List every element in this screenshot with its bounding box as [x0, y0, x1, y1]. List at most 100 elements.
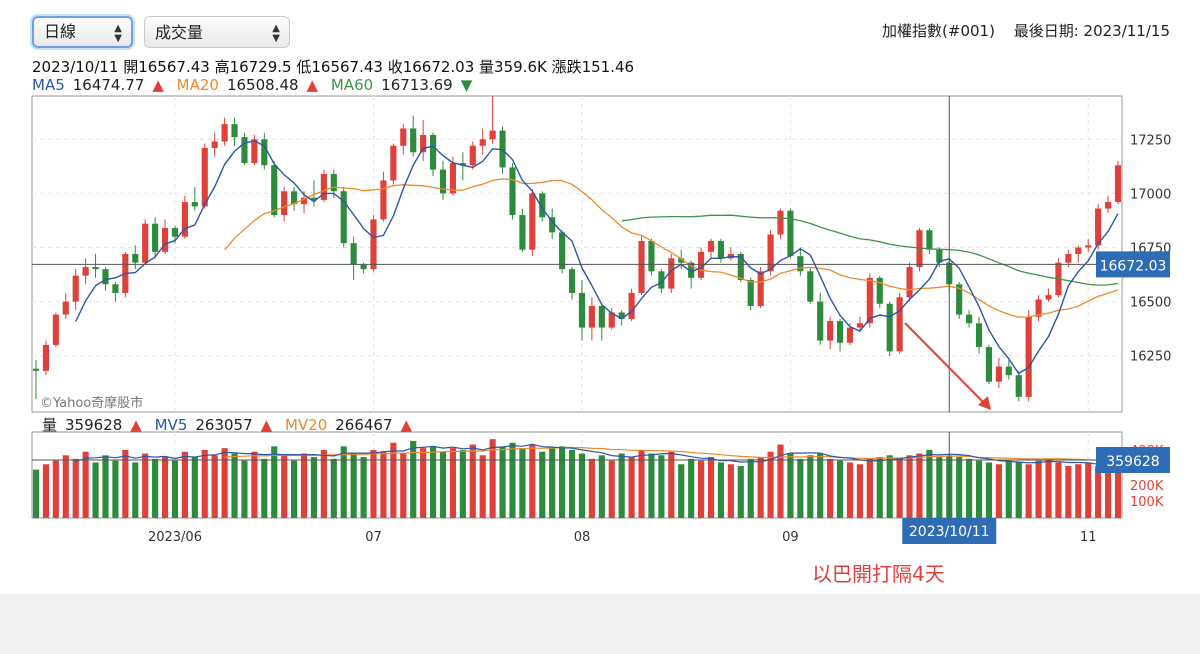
volume-panel-frame — [31, 431, 1123, 519]
candle-body — [261, 139, 268, 166]
candle-body — [737, 254, 744, 280]
x-tick-label: 09 — [782, 530, 799, 545]
volume-bar — [995, 464, 1002, 518]
volume-bar — [767, 451, 774, 518]
volume-bar — [420, 448, 427, 518]
indicator-select-value: 成交量 — [155, 23, 204, 42]
volume-bar — [737, 466, 744, 518]
volume-bar — [191, 457, 198, 518]
candle-body — [608, 312, 615, 328]
candle-body — [966, 314, 973, 324]
volume-bar — [916, 453, 923, 518]
volume-bar — [310, 457, 318, 518]
volume-bar — [846, 462, 854, 518]
candle-body — [439, 169, 447, 194]
volume-bar — [390, 442, 397, 518]
candle-body — [152, 223, 159, 252]
candle-body — [995, 366, 1002, 382]
volume-bar — [509, 442, 516, 518]
volume-bar — [449, 448, 456, 518]
candle-body — [82, 266, 89, 276]
volume-bar — [1075, 464, 1082, 518]
volume-bar — [122, 449, 129, 518]
volume-bar — [241, 460, 248, 518]
vol-value: 359628 — [65, 416, 123, 434]
candle-body — [370, 219, 377, 270]
candle-body — [896, 297, 903, 352]
annotation-arrow-icon — [904, 322, 985, 404]
candle-body — [559, 232, 566, 270]
volume-bar — [1104, 464, 1112, 518]
volume-bar — [281, 455, 288, 518]
candle-body — [956, 284, 963, 315]
volume-bar — [82, 451, 89, 518]
updown-arrow-icon: ▲ ▼ — [272, 23, 280, 44]
volume-bar — [966, 458, 973, 518]
candle-body — [350, 243, 357, 265]
last-date: 最後日期: 2023/11/15 — [1013, 22, 1170, 40]
volume-bar — [1065, 466, 1072, 518]
candle-body — [787, 210, 794, 257]
volume-tick-label: 200K — [1130, 479, 1164, 494]
price-tag-label: 16672.03 — [1100, 258, 1167, 274]
candle-body — [72, 275, 79, 302]
candle-body — [420, 134, 427, 153]
volume-bar — [92, 462, 99, 518]
volume-bar — [1025, 464, 1032, 518]
ma5-label: MA5 — [32, 76, 65, 94]
candle-body — [52, 314, 59, 345]
candle-body — [340, 191, 347, 244]
period-select[interactable]: 日線 ▲ ▼ — [32, 16, 133, 48]
candle-body — [539, 193, 546, 218]
ma20-line — [224, 178, 1119, 318]
volume-legend: 量 359628 ▲ MV5 263057 ▲ MV20 266467 ▲ — [42, 414, 420, 435]
candle-body — [876, 277, 883, 304]
volume-bar — [926, 449, 933, 518]
ma5-line — [75, 140, 1119, 375]
volume-bar — [856, 464, 863, 518]
candle-body — [1075, 247, 1082, 254]
candle-body — [866, 277, 873, 324]
candle-body — [717, 241, 725, 259]
volume-bar — [469, 444, 476, 518]
candle-body — [211, 141, 218, 148]
volume-bar — [608, 460, 615, 518]
candle-body — [390, 145, 397, 181]
date-tag-label: 2023/10/11 — [909, 524, 990, 540]
annotation-text: 以巴開打隔4天 — [812, 562, 945, 586]
volume-bar — [757, 457, 764, 518]
mv20-label: MV20 — [284, 416, 328, 434]
volume-bar — [658, 455, 665, 518]
candle-body — [588, 305, 595, 328]
candle-body — [1005, 366, 1012, 376]
volume-bar — [231, 453, 238, 518]
candle-body — [400, 128, 407, 146]
volume-tag-label: 359628 — [1106, 454, 1159, 470]
candle-body — [519, 215, 526, 250]
volume-bar — [519, 448, 526, 518]
updown-arrow-icon: ▲ ▼ — [114, 23, 122, 44]
candle-body — [767, 234, 774, 272]
volume-bar — [261, 458, 268, 518]
volume-bar — [142, 453, 149, 518]
candle-body — [578, 292, 586, 328]
price-tick-label: 17000 — [1130, 187, 1171, 202]
price-tick-label: 16500 — [1130, 296, 1171, 311]
price-tag-box — [1096, 251, 1170, 278]
volume-bar — [152, 458, 159, 518]
volume-bar — [42, 464, 50, 518]
annotation-arrowhead-icon — [978, 396, 991, 410]
volume-bar — [410, 440, 417, 518]
candle-body — [330, 173, 337, 192]
indicator-select[interactable]: 成交量 ▲ ▼ — [144, 16, 290, 48]
candle-body — [132, 254, 139, 263]
volume-bar — [975, 460, 983, 518]
volume-bar — [559, 446, 566, 518]
mv5-value: 263057 — [195, 416, 253, 434]
candle-body — [231, 124, 238, 138]
candle-body — [181, 202, 188, 237]
candle-body — [241, 137, 248, 164]
price-tick-label: 17250 — [1130, 133, 1171, 148]
candle-body — [300, 197, 308, 205]
